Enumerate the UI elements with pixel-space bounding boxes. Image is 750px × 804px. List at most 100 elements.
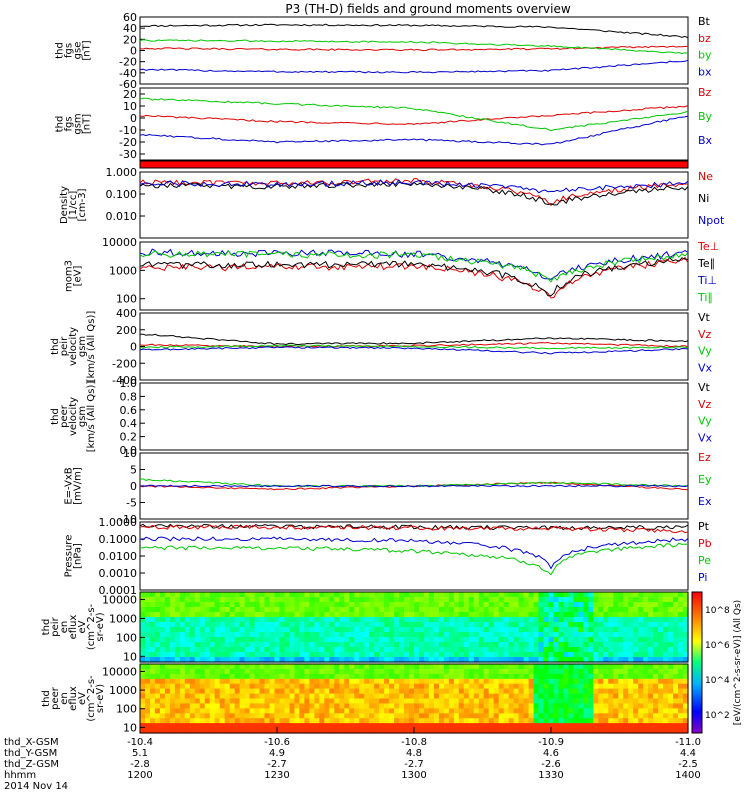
spectrogram-cell bbox=[578, 683, 584, 690]
spectrogram-cell bbox=[189, 713, 196, 719]
spectrogram-cell bbox=[563, 612, 570, 618]
spectrogram-cell bbox=[169, 592, 176, 598]
spectrogram-cell bbox=[204, 607, 211, 613]
spectrogram-cell bbox=[623, 657, 629, 663]
spectrogram-cell bbox=[563, 597, 570, 603]
spectrogram-cell bbox=[528, 698, 535, 704]
spectrogram-cell bbox=[683, 597, 689, 603]
spectrogram-cell bbox=[613, 718, 619, 724]
spectrogram-cell bbox=[433, 642, 440, 648]
spectrogram-cell bbox=[239, 678, 246, 685]
spectrogram-cell bbox=[453, 627, 460, 633]
spectrogram-cell bbox=[598, 652, 604, 658]
spectrogram-cell bbox=[673, 713, 679, 719]
spectrogram-cell bbox=[424, 652, 430, 658]
spectrogram-cell bbox=[683, 718, 689, 724]
spectrogram-cell bbox=[254, 612, 261, 618]
spectrogram-cell bbox=[523, 647, 530, 653]
spectrogram-cell bbox=[194, 657, 201, 663]
spectrogram-cell bbox=[593, 642, 599, 648]
spectrogram-cell bbox=[419, 693, 425, 700]
spectrogram-cell bbox=[443, 622, 450, 628]
spectrogram-cell bbox=[324, 602, 330, 608]
spectrogram-cell bbox=[389, 688, 395, 695]
spectrogram-cell bbox=[140, 718, 146, 724]
x-row-value: -10.6 bbox=[264, 737, 290, 748]
spectrogram-cell bbox=[369, 728, 375, 734]
spectrogram-cell bbox=[623, 637, 629, 643]
spectrogram-cell bbox=[324, 728, 330, 734]
spectrogram-cell bbox=[648, 688, 654, 695]
spectrogram-cell bbox=[169, 713, 176, 719]
spectrogram-cell bbox=[483, 703, 490, 709]
spectrogram-cell bbox=[553, 642, 560, 648]
spectrogram-cell bbox=[184, 713, 191, 719]
spectrogram-cell bbox=[488, 693, 495, 700]
spectrogram-cell bbox=[394, 637, 400, 643]
spectrogram-cell bbox=[453, 693, 460, 700]
spectrogram-cell bbox=[463, 664, 470, 670]
spectrogram-cell bbox=[419, 642, 425, 648]
spectrogram-cell bbox=[678, 637, 684, 643]
spectrogram-cell bbox=[339, 693, 345, 700]
spectrogram-cell bbox=[533, 703, 540, 709]
spectrogram-cell bbox=[309, 592, 315, 598]
spectrogram-cell bbox=[204, 728, 211, 734]
spectrogram-cell bbox=[329, 607, 335, 613]
spectrogram-cell bbox=[588, 683, 594, 690]
spectrogram-cell bbox=[409, 688, 415, 695]
spectrogram-cell bbox=[384, 647, 390, 653]
spectrogram-cell bbox=[633, 622, 639, 628]
spectrogram-cell bbox=[214, 592, 221, 598]
spectrogram-cell bbox=[583, 673, 589, 680]
spectrogram-cell bbox=[518, 602, 525, 608]
spectrogram-cell bbox=[389, 647, 395, 653]
spectrogram-cell bbox=[598, 602, 604, 608]
spectrogram-cell bbox=[389, 642, 395, 648]
spectrogram-cell bbox=[404, 708, 410, 714]
spectrogram-cell bbox=[249, 718, 256, 724]
spectrogram-cell bbox=[174, 728, 181, 734]
spectrogram-cell bbox=[364, 652, 370, 658]
spectrogram-cell bbox=[329, 723, 335, 729]
spectrogram-cell bbox=[354, 698, 360, 704]
spectrogram-cell bbox=[538, 622, 545, 628]
spectrogram-cell bbox=[279, 708, 286, 714]
spectrogram-cell bbox=[154, 597, 161, 603]
spectrogram-cell bbox=[150, 637, 156, 643]
spectrogram-cell bbox=[154, 592, 161, 598]
spectrogram-cell bbox=[269, 668, 276, 675]
spectrogram-cell bbox=[643, 622, 649, 628]
spectrogram-cell bbox=[229, 622, 236, 628]
spectrogram-cell bbox=[219, 693, 226, 700]
spectrogram-cell bbox=[164, 693, 171, 700]
spectrogram-cell bbox=[384, 693, 390, 700]
spectrogram-cell bbox=[533, 723, 540, 729]
spectrogram-cell bbox=[354, 703, 360, 709]
spectrogram-cell bbox=[294, 713, 300, 719]
spectrogram-cell bbox=[543, 673, 550, 680]
spectrogram-cell bbox=[488, 627, 495, 633]
spectrogram-cell bbox=[463, 673, 470, 680]
spectrogram-cell bbox=[214, 688, 221, 695]
spectrogram-cell bbox=[344, 637, 350, 643]
spectrogram-cell bbox=[169, 637, 176, 643]
spectrogram-cell bbox=[274, 723, 281, 729]
spectrogram-cell bbox=[623, 602, 629, 608]
spectrogram-cell bbox=[145, 647, 151, 653]
spectrogram-cell bbox=[259, 622, 266, 628]
spectrogram-cell bbox=[409, 713, 415, 719]
spectrogram-cell bbox=[433, 602, 440, 608]
spectrogram-cell bbox=[379, 627, 385, 633]
y-tick-label: 0.0100 bbox=[99, 550, 138, 563]
spectrogram-cell bbox=[438, 723, 445, 729]
spectrogram-cell bbox=[663, 592, 669, 598]
spectrogram-cell bbox=[478, 622, 485, 628]
spectrogram-cell bbox=[229, 642, 236, 648]
spectrogram-cell bbox=[219, 657, 226, 663]
spectrogram-cell bbox=[404, 602, 410, 608]
spectrogram-cell bbox=[194, 617, 201, 623]
spectrogram-cell bbox=[643, 637, 649, 643]
spectrogram-cell bbox=[414, 632, 420, 638]
spectrogram-cell bbox=[154, 617, 161, 623]
